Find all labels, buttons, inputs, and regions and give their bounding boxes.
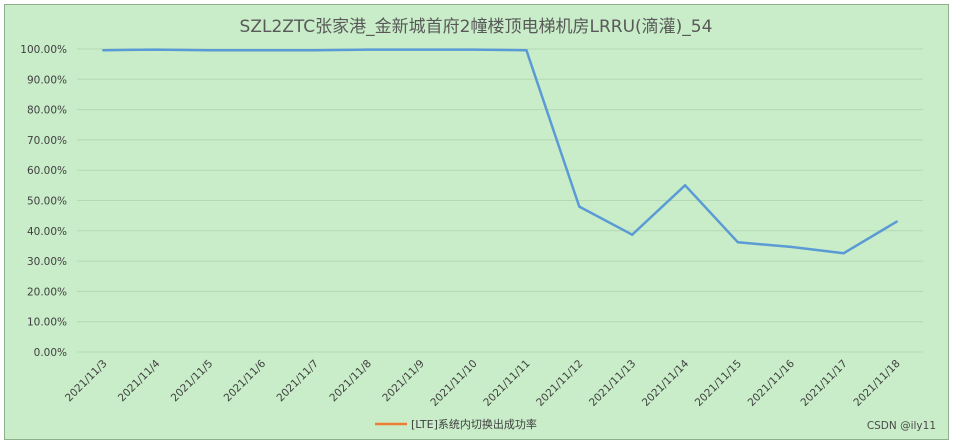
x-tick-label: 2021/11/16 (746, 357, 798, 409)
x-tick-label: 2021/11/5 (169, 358, 216, 405)
data-point (525, 49, 528, 52)
y-tick-label: 90.00% (27, 74, 67, 86)
data-point (683, 184, 687, 187)
y-tick-label: 10.00% (27, 317, 67, 329)
data-point (842, 252, 845, 255)
x-tick-label: 2021/11/9 (380, 358, 427, 405)
x-tick-label: 2021/11/7 (275, 358, 322, 405)
x-tick-label: 2021/11/18 (851, 358, 902, 409)
y-tick-label: 50.00% (27, 196, 67, 208)
data-point (472, 48, 475, 51)
gridlines (77, 48, 923, 353)
x-tick-label: 2021/11/3 (63, 358, 110, 405)
y-tick-label: 70.00% (27, 135, 67, 147)
x-tick-label: 2021/11/6 (222, 357, 269, 404)
data-point (313, 49, 317, 52)
data-point (207, 49, 211, 52)
line-chart: SZL2ZTC张家港_金新城首府2幢楼顶电梯机房LRRU(滴灌)_54 0.00… (20, 17, 923, 431)
y-tick-label: 80.00% (27, 105, 67, 117)
x-tick-label: 2021/11/11 (481, 358, 532, 409)
x-axis-ticks: 2021/11/3 2021/11/4 2021/11/5 2021/11/6 2021… (63, 357, 903, 409)
y-tick-label: 20.00% (27, 286, 67, 298)
legend: [LTE]系统内切换出成功率 (375, 417, 537, 431)
watermark: CSDN @ily11 (866, 420, 936, 432)
x-tick-label: 2021/11/8 (327, 358, 374, 405)
chart-frame: SZL2ZTC张家港_金新城首府2幢楼顶电梯机房LRRU(滴灌)_54 0.00… (4, 4, 949, 440)
x-tick-label: 2021/11/4 (116, 357, 163, 404)
data-point (419, 48, 422, 51)
data-point (895, 220, 898, 223)
x-tick-label: 2021/11/10 (428, 358, 479, 409)
data-point (630, 233, 634, 236)
x-tick-label: 2021/11/12 (534, 358, 585, 409)
data-point (789, 245, 793, 249)
y-tick-label: 30.00% (27, 256, 67, 268)
data-point (366, 48, 370, 51)
chart-title: SZL2ZTC张家港_金新城首府2幢楼顶电梯机房LRRU(滴灌)_54 (240, 17, 713, 37)
y-axis-ticks: 0.00% 10.00% 20.00% 30.00% 40.00% 50.00% 60.00… (20, 44, 67, 359)
legend-label: [LTE]系统内切换出成功率 (411, 417, 537, 431)
x-tick-label: 2021/11/15 (693, 358, 744, 409)
y-tick-label: 40.00% (27, 226, 67, 238)
series-line (102, 48, 898, 255)
data-point (102, 49, 105, 52)
y-tick-label: 100.00% (20, 44, 67, 56)
data-point (260, 49, 264, 52)
x-tick-label: 2021/11/17 (799, 358, 850, 409)
y-tick-label: 60.00% (27, 165, 67, 177)
y-tick-label: 0.00% (34, 347, 67, 359)
data-point (736, 241, 740, 244)
x-tick-label: 2021/11/14 (640, 357, 692, 409)
x-tick-label: 2021/11/13 (587, 358, 638, 409)
data-point (578, 205, 581, 208)
series-layer (102, 48, 898, 255)
data-point (155, 48, 158, 51)
